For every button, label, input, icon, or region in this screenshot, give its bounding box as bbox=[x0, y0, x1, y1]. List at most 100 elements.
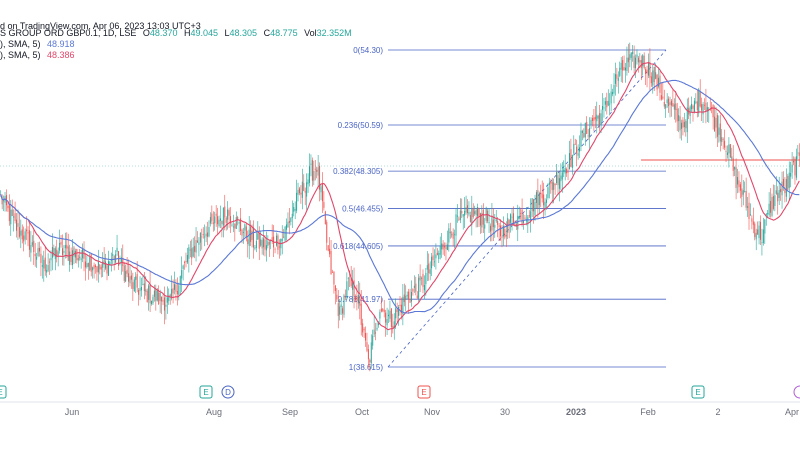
candle bbox=[403, 283, 405, 307]
candle bbox=[367, 344, 369, 368]
candle bbox=[761, 228, 763, 256]
candle bbox=[225, 216, 227, 231]
candle bbox=[14, 201, 16, 224]
ma-fast-legend[interactable]: ), SMA, 5) 48.386 bbox=[0, 49, 75, 61]
candle bbox=[362, 318, 364, 337]
candle bbox=[416, 291, 418, 300]
ma-fast-params[interactable]: ), SMA, 5) bbox=[0, 50, 41, 60]
candle bbox=[8, 194, 10, 226]
candle bbox=[375, 322, 377, 341]
candle bbox=[132, 272, 134, 301]
candle bbox=[264, 235, 266, 257]
candle bbox=[309, 153, 311, 187]
candle bbox=[240, 208, 242, 236]
candle bbox=[774, 184, 776, 212]
open-value: 48.370 bbox=[149, 28, 178, 38]
candle bbox=[49, 258, 51, 275]
candle bbox=[757, 221, 759, 235]
candle bbox=[21, 224, 23, 244]
candle bbox=[718, 115, 720, 143]
trend-line-layer[interactable] bbox=[387, 49, 800, 368]
candle bbox=[386, 307, 388, 336]
candle bbox=[59, 229, 61, 254]
candle bbox=[468, 201, 470, 217]
candle bbox=[31, 235, 33, 248]
candle bbox=[140, 277, 142, 297]
candle bbox=[38, 241, 40, 257]
event-markers[interactable]: EEDEE bbox=[0, 385, 800, 399]
candle bbox=[682, 117, 684, 136]
candle bbox=[95, 263, 97, 274]
event-marker[interactable]: D bbox=[221, 385, 235, 399]
candle bbox=[263, 224, 265, 256]
low-value: 48.305 bbox=[229, 28, 258, 38]
candle bbox=[142, 274, 144, 286]
candle bbox=[406, 291, 408, 300]
candle bbox=[208, 220, 210, 238]
candle bbox=[283, 229, 285, 239]
fib-level-label: 0.618(44.605) bbox=[333, 242, 383, 251]
candle bbox=[301, 168, 303, 210]
event-marker[interactable]: E bbox=[0, 385, 7, 399]
candle bbox=[521, 198, 523, 227]
candle bbox=[558, 171, 560, 202]
candle bbox=[23, 226, 25, 252]
candle bbox=[158, 285, 160, 306]
candle bbox=[217, 207, 219, 236]
candle bbox=[441, 232, 443, 258]
candle bbox=[365, 326, 367, 347]
candle bbox=[385, 309, 387, 337]
high-label: H bbox=[183, 28, 191, 38]
candle bbox=[547, 183, 549, 200]
candle bbox=[337, 289, 339, 329]
candle bbox=[784, 177, 786, 203]
candle bbox=[469, 211, 471, 223]
ma-slow-legend[interactable]: ), SMA, 5) 48.918 bbox=[0, 38, 75, 50]
candle bbox=[267, 235, 269, 249]
candle bbox=[788, 161, 790, 202]
candle bbox=[425, 267, 427, 296]
candle bbox=[760, 215, 762, 246]
fib-trend-line[interactable] bbox=[387, 49, 667, 368]
candle bbox=[270, 239, 272, 250]
candle bbox=[650, 72, 652, 87]
candle bbox=[390, 308, 392, 338]
candle bbox=[331, 269, 333, 273]
candle bbox=[729, 144, 731, 159]
event-marker[interactable]: E bbox=[417, 385, 431, 399]
candle bbox=[771, 193, 773, 218]
candle bbox=[409, 288, 411, 304]
candle bbox=[768, 192, 770, 218]
x-tick-label: 2 bbox=[715, 407, 720, 417]
candle bbox=[231, 223, 233, 227]
candle bbox=[353, 267, 355, 309]
candle bbox=[571, 154, 573, 175]
candle bbox=[472, 203, 474, 219]
candle bbox=[573, 135, 575, 156]
candle bbox=[178, 282, 180, 301]
candle bbox=[688, 97, 690, 120]
candle bbox=[432, 247, 434, 266]
candle bbox=[465, 195, 467, 215]
ma-slow-params[interactable]: ), SMA, 5) bbox=[0, 39, 41, 49]
candle bbox=[248, 215, 250, 260]
candle bbox=[678, 108, 680, 133]
candle bbox=[666, 93, 668, 108]
symbol-name[interactable]: S GROUP ORD GBP0.1, 1D, LSE bbox=[0, 28, 137, 38]
candle bbox=[728, 137, 730, 168]
candle bbox=[541, 180, 543, 203]
candle bbox=[311, 157, 313, 187]
event-marker[interactable]: E bbox=[691, 385, 705, 399]
fib-retracement[interactable]: 0(54.30) 0.236(50.59) 0.382(48.305) 0.5(46.… bbox=[333, 46, 666, 372]
partial-marker[interactable] bbox=[793, 385, 800, 399]
candle bbox=[715, 106, 717, 139]
x-tick-label: 30 bbox=[500, 407, 510, 417]
symbol-legend[interactable]: S GROUP ORD GBP0.1, 1D, LSE O48.370 H49.… bbox=[0, 27, 352, 39]
candle bbox=[436, 248, 438, 256]
candle bbox=[237, 215, 239, 226]
candle bbox=[373, 316, 375, 338]
event-marker[interactable]: E bbox=[199, 385, 213, 399]
candle bbox=[454, 229, 456, 249]
candle bbox=[105, 253, 107, 271]
